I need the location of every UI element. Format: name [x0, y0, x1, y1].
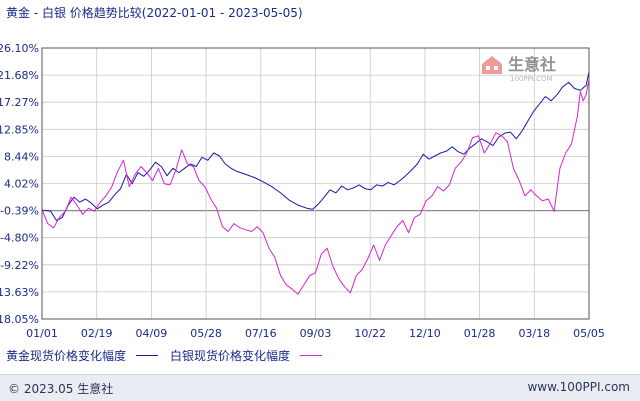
chart-grid — [41, 47, 590, 320]
x-tick-label: 01/28 — [464, 327, 496, 340]
series-line-silver — [41, 79, 590, 295]
y-tick-label: -0.39% — [0, 205, 39, 218]
legend-item-gold: 黄金现货价格变化幅度 — [6, 347, 159, 364]
x-axis-tick-labels: 01/01 02/19 04/09 05/28 07/16 09/03 10/22 12/10… — [26, 327, 605, 340]
x-tick-label: 02/19 — [81, 327, 113, 340]
y-tick-label: 8.44% — [4, 150, 39, 163]
legend: 黄金现货价格变化幅度 白银现货价格变化幅度 — [6, 347, 334, 364]
price-comparison-chart: 26.10% 21.68% 17.27% 12.85% 8.44% 4.02% -0.39%… — [0, 42, 605, 340]
x-tick-label: 12/10 — [409, 327, 441, 340]
footer-copyright: © 2023.05 生意社 — [8, 382, 114, 396]
legend-gold-swatch — [136, 355, 159, 356]
y-tick-label: 21.68% — [0, 69, 39, 82]
y-tick-label: 4.02% — [4, 178, 39, 191]
x-tick-label: 07/16 — [245, 327, 277, 340]
y-tick-label: -4.80% — [0, 232, 39, 245]
legend-silver-label: 白银现货价格变化幅度 — [170, 349, 291, 363]
x-tick-label: 10/22 — [354, 327, 386, 340]
legend-item-silver: 白银现货价格变化幅度 — [170, 347, 323, 364]
x-tick-label: 04/09 — [136, 327, 168, 340]
legend-silver-swatch — [300, 355, 323, 356]
chart-title: 黄金 - 白银 价格趋势比较(2022-01-01 - 2023-05-05) — [6, 6, 303, 20]
watermark-text-en: 100PPI.COM — [510, 75, 553, 83]
watermark-text-cn: 生意社 — [508, 55, 556, 74]
footer-url-link[interactable]: www.100PPI.com — [527, 380, 630, 394]
x-tick-label: 09/03 — [300, 327, 332, 340]
watermark-logo: 生意社 100PPI.COM — [482, 55, 556, 83]
series-line-gold — [41, 71, 590, 221]
y-tick-label: 17.27% — [0, 96, 39, 109]
y-tick-label: -9.22% — [0, 259, 39, 272]
x-tick-label: 05/05 — [573, 327, 605, 340]
y-tick-label: 12.85% — [0, 123, 39, 136]
y-tick-label: -18.05% — [0, 313, 39, 326]
series-lines — [41, 71, 590, 295]
footer-bar: © 2023.05 生意社 www.100PPI.com — [0, 374, 640, 401]
plot-frame — [41, 47, 590, 320]
y-tick-label: 26.10% — [0, 42, 39, 55]
legend-gold-label: 黄金现货价格变化幅度 — [6, 349, 127, 363]
x-tick-label: 05/28 — [190, 327, 222, 340]
x-tick-label: 01/01 — [26, 327, 58, 340]
watermark-house-icon — [482, 56, 502, 74]
x-tick-label: 03/18 — [518, 327, 550, 340]
y-tick-label: -13.63% — [0, 286, 39, 299]
y-axis-tick-labels: 26.10% 21.68% 17.27% 12.85% 8.44% 4.02% -0.39%… — [0, 42, 39, 326]
